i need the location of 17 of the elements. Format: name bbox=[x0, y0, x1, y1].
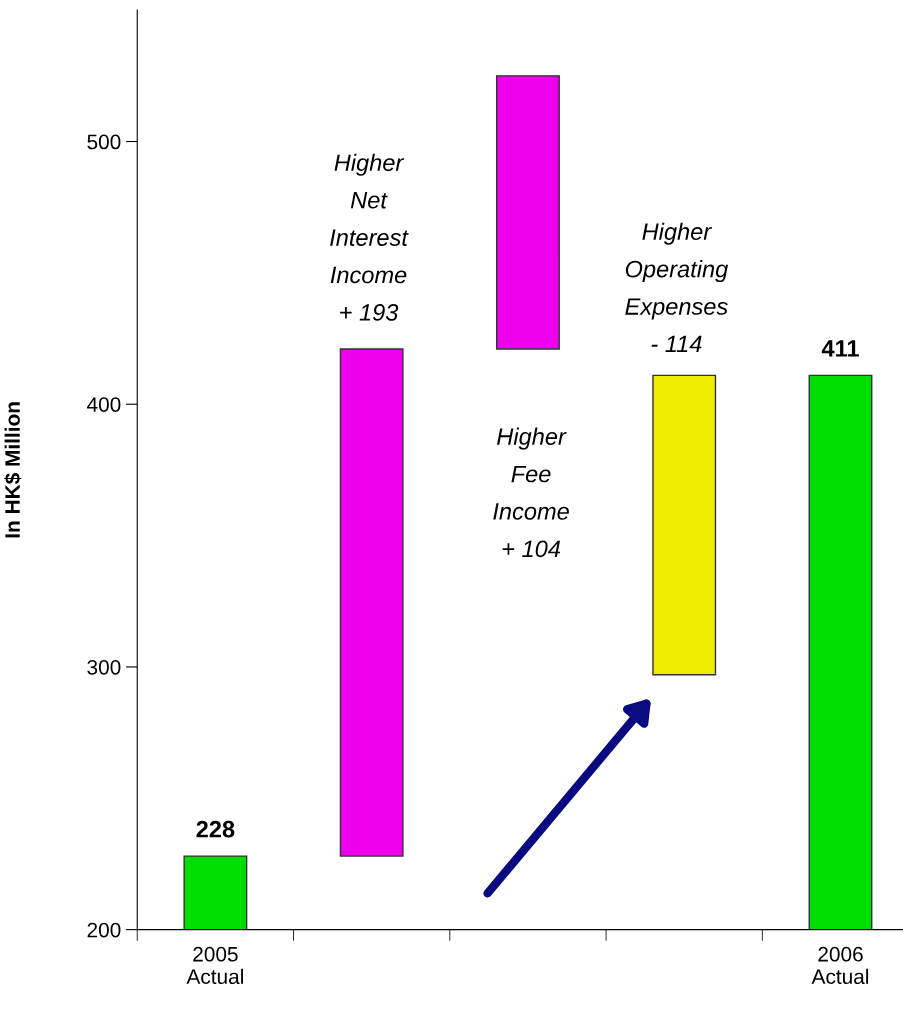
annotation: 411 bbox=[821, 340, 859, 357]
y-tick-label: 200 bbox=[87, 922, 121, 938]
annotation: 228 bbox=[196, 820, 235, 838]
bar bbox=[808, 374, 873, 930]
annotation: Higher Net Interest Income + 193 bbox=[330, 153, 409, 321]
annotation: Higher Operating Expenses - 114 bbox=[625, 222, 729, 353]
bar bbox=[339, 348, 404, 857]
x-tick-label: 2005 Actual bbox=[186, 946, 243, 985]
y-axis-title: In HK$ Million bbox=[4, 402, 22, 538]
y-tick-label: 300 bbox=[87, 659, 121, 675]
y-tick-label: 500 bbox=[87, 134, 121, 150]
y-tick-label: 400 bbox=[87, 397, 121, 412]
x-tick-label: 2006 Actual bbox=[811, 946, 869, 985]
annotation: Higher Fee Income + 104 bbox=[493, 427, 569, 558]
bar bbox=[652, 374, 717, 676]
bar bbox=[183, 855, 248, 930]
bar bbox=[495, 75, 560, 350]
